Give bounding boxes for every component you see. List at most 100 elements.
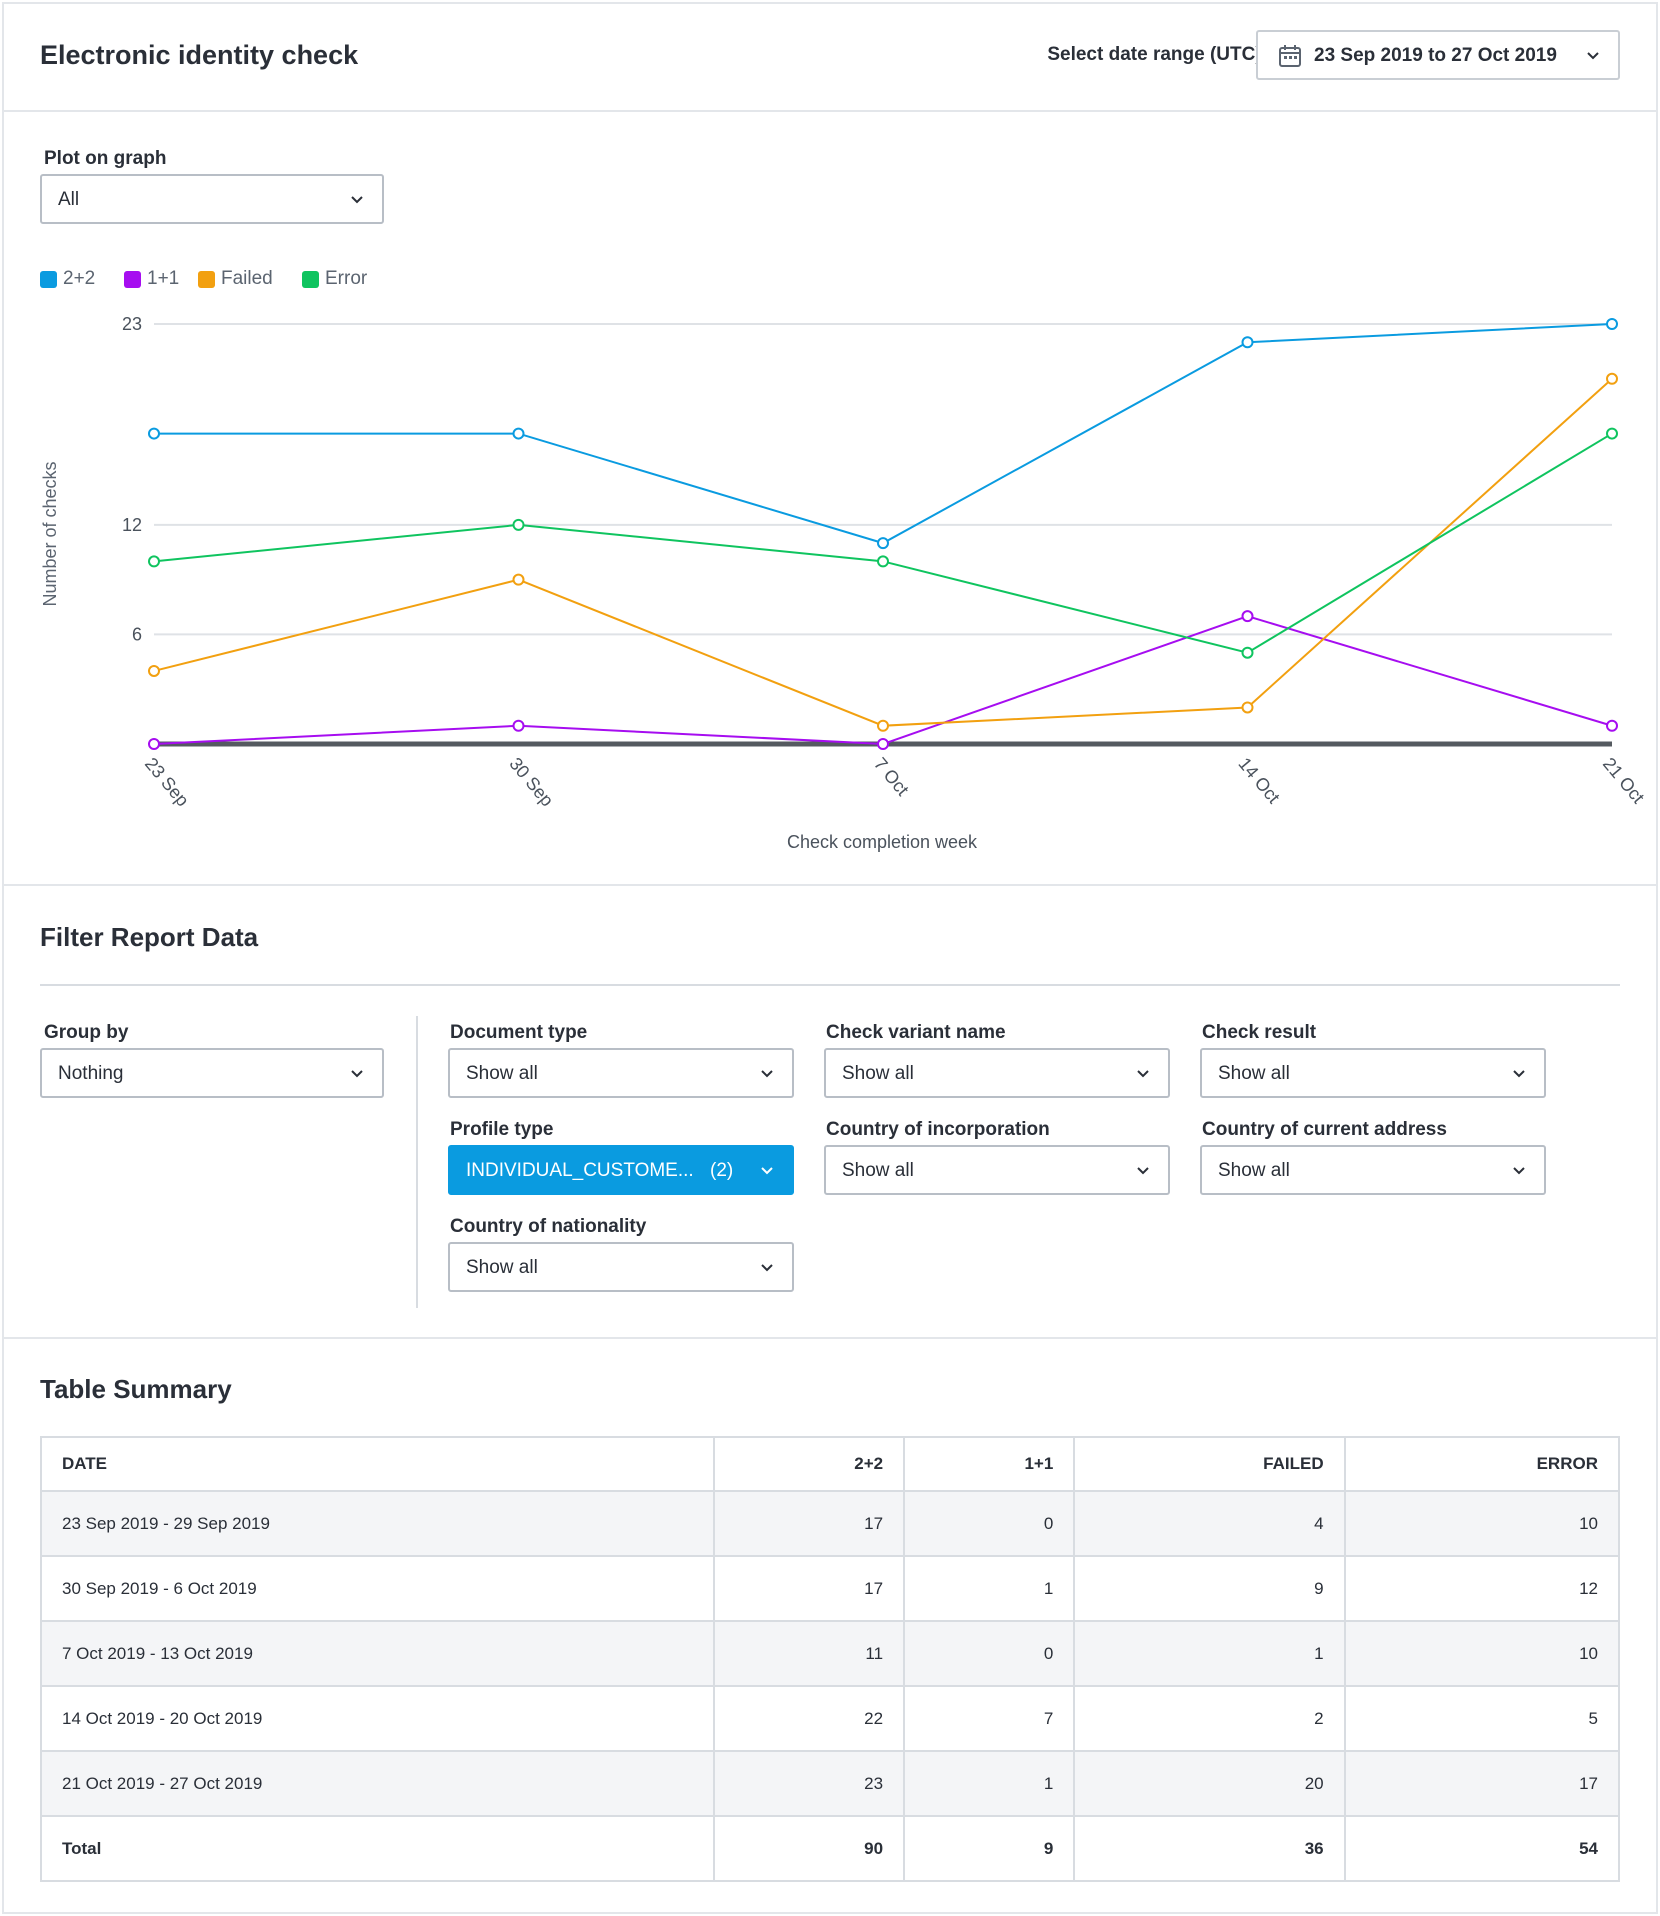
country-nationality-value: Show all xyxy=(466,1257,538,1278)
document-type-value: Show all xyxy=(466,1063,538,1084)
document-type-select[interactable]: Show all xyxy=(448,1048,794,1098)
chevron-down-icon xyxy=(351,196,363,204)
column-header-error[interactable]: ERROR xyxy=(1343,1436,1621,1492)
legend-label: 1+1 xyxy=(147,268,180,289)
report-header: Electronic identity check Select date ra… xyxy=(4,4,1656,112)
calendar-icon xyxy=(1279,45,1301,67)
profile-type-value: INDIVIDUAL_CUSTOME... xyxy=(466,1160,694,1181)
legend-swatch xyxy=(302,270,319,288)
legend-item-failed[interactable]: Failed xyxy=(198,268,273,290)
table-row: 23 Sep 2019 - 29 Sep 2019 17 0 4 10 xyxy=(40,1490,1621,1557)
data-point xyxy=(877,555,889,568)
column-header-2plus2[interactable]: 2+2 xyxy=(712,1436,906,1492)
data-point xyxy=(512,427,525,440)
table-row: 14 Oct 2019 - 20 Oct 2019 22 7 2 5 xyxy=(40,1685,1621,1752)
table-cell: 9 xyxy=(1073,1555,1346,1622)
table-cell: 12 xyxy=(1343,1555,1621,1622)
table-cell: 21 Oct 2019 - 27 Oct 2019 xyxy=(40,1750,715,1817)
data-point xyxy=(1606,427,1618,440)
filter-vertical-divider xyxy=(416,1016,418,1308)
data-point xyxy=(512,719,525,732)
plot-on-graph-value: All xyxy=(58,189,80,210)
x-tick-label: 23 Sep xyxy=(141,754,193,811)
table-cell: 17 xyxy=(712,1555,906,1622)
country-address-select[interactable]: Show all xyxy=(1200,1145,1546,1195)
data-point xyxy=(1606,318,1618,330)
table-total-row: Total 90 9 36 54 xyxy=(40,1815,1621,1882)
chevron-down-icon xyxy=(1513,1167,1525,1175)
legend-item-2plus2[interactable]: 2+2 xyxy=(40,268,95,290)
legend-item-error[interactable]: Error xyxy=(302,268,367,290)
data-point xyxy=(148,555,160,568)
series-line xyxy=(153,378,1613,727)
x-tick-label: 7 Oct xyxy=(870,754,913,800)
plot-on-graph-select[interactable]: All xyxy=(40,174,384,224)
country-nationality-select[interactable]: Show all xyxy=(448,1242,794,1292)
data-point xyxy=(512,518,525,531)
table-section-title: Table Summary xyxy=(40,1374,232,1404)
section-divider xyxy=(4,1337,1656,1339)
table-cell: 22 xyxy=(712,1685,906,1752)
column-header-1plus1[interactable]: 1+1 xyxy=(903,1436,1076,1492)
data-point xyxy=(512,573,525,586)
table-cell: 23 xyxy=(712,1750,906,1817)
check-result-value: Show all xyxy=(1218,1063,1290,1084)
column-header-failed[interactable]: FAILED xyxy=(1073,1436,1346,1492)
table-row: 30 Sep 2019 - 6 Oct 2019 17 1 9 12 xyxy=(40,1555,1621,1622)
y-tick-label: 12 xyxy=(122,515,142,535)
legend-swatch xyxy=(40,270,57,288)
data-point xyxy=(1241,610,1254,623)
chevron-down-icon xyxy=(1513,1070,1525,1078)
table-cell: 10 xyxy=(1343,1620,1621,1687)
series-line xyxy=(154,323,1613,545)
legend-label: Failed xyxy=(221,268,273,289)
table-cell: 5 xyxy=(1343,1685,1621,1752)
check-variant-select[interactable]: Show all xyxy=(824,1048,1170,1098)
table-cell: 1 xyxy=(903,1750,1076,1817)
table-cell: Total xyxy=(40,1815,715,1882)
data-point xyxy=(1241,646,1254,659)
table-row: 7 Oct 2019 - 13 Oct 2019 11 0 1 10 xyxy=(40,1620,1621,1687)
x-tick-label: 30 Sep xyxy=(505,754,557,811)
chevron-down-icon xyxy=(1137,1167,1149,1175)
y-tick-label: 23 xyxy=(122,314,142,334)
data-point xyxy=(1241,701,1254,714)
check-result-select[interactable]: Show all xyxy=(1200,1048,1546,1098)
table-cell: 17 xyxy=(712,1490,906,1557)
country-incorporation-select[interactable]: Show all xyxy=(824,1145,1170,1195)
check-result-label: Check result xyxy=(1202,1022,1317,1043)
table-cell: 10 xyxy=(1343,1490,1621,1557)
check-variant-label: Check variant name xyxy=(826,1022,1006,1043)
y-axis-title: Number of checks xyxy=(40,461,60,606)
data-point xyxy=(877,738,889,750)
chevron-down-icon xyxy=(761,1167,773,1175)
table-header-row: DATE 2+2 1+1 FAILED ERROR xyxy=(40,1436,1621,1492)
table-row: 21 Oct 2019 - 27 Oct 2019 23 1 20 17 xyxy=(40,1750,1621,1817)
data-point xyxy=(1241,336,1254,349)
check-variant-value: Show all xyxy=(842,1063,914,1084)
page-title: Electronic identity check xyxy=(40,40,359,70)
chevron-down-icon xyxy=(761,1264,773,1272)
table-cell: 1 xyxy=(903,1555,1076,1622)
group-by-select[interactable]: Nothing xyxy=(40,1048,384,1098)
date-range-picker[interactable]: 23 Sep 2019 to 27 Oct 2019 xyxy=(1256,30,1620,80)
x-tick-label: 21 Oct xyxy=(1599,754,1648,807)
chevron-down-icon xyxy=(351,1070,363,1078)
column-header-date[interactable]: DATE xyxy=(40,1436,715,1492)
table-cell: 14 Oct 2019 - 20 Oct 2019 xyxy=(40,1685,715,1752)
filter-divider xyxy=(40,984,1620,986)
table-cell: 7 xyxy=(903,1685,1076,1752)
profile-type-select[interactable]: INDIVIDUAL_CUSTOME... (2) xyxy=(448,1145,794,1195)
legend-label: 2+2 xyxy=(63,268,96,289)
table-cell: 20 xyxy=(1073,1750,1346,1817)
data-point xyxy=(148,738,160,750)
legend-swatch xyxy=(124,270,141,288)
y-tick-label: 6 xyxy=(132,624,142,644)
legend-swatch xyxy=(198,270,215,288)
table-cell: 11 xyxy=(712,1620,906,1687)
date-range-label: Select date range (UTC): xyxy=(1047,44,1268,65)
legend-item-1plus1[interactable]: 1+1 xyxy=(124,268,179,290)
table-cell: 23 Sep 2019 - 29 Sep 2019 xyxy=(40,1490,715,1557)
date-range-value: 23 Sep 2019 to 27 Oct 2019 xyxy=(1314,45,1557,66)
